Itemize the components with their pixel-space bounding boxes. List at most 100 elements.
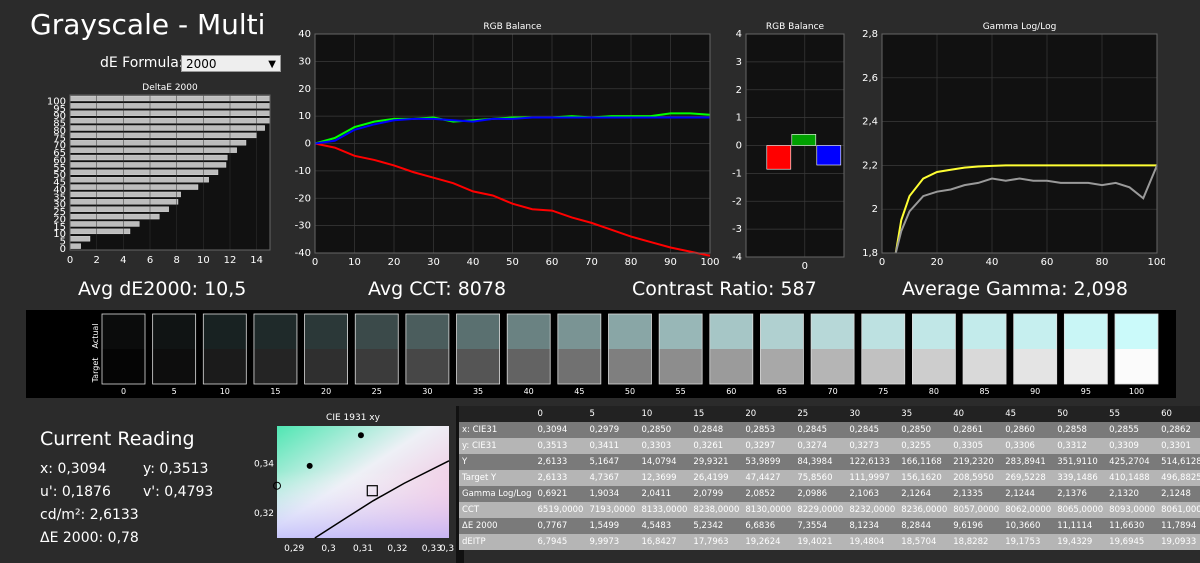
- y-tick-label: 2: [736, 85, 742, 96]
- table-row: CCT 6519,0000 7193,0000 8133,0000 8238,0000 8…: [459, 502, 1200, 518]
- target-patch: [912, 349, 956, 384]
- cie-chart: CIE 1931 xy0,29 0,3 0,31 0,32 0,330,30,340,3…: [254, 413, 454, 554]
- table-cell: 410,1488: [1106, 470, 1159, 486]
- chart-title: Gamma Log/Log: [983, 22, 1057, 32]
- chart-title: DeltaE 2000: [142, 83, 198, 93]
- de-formula-value: 2000: [186, 57, 217, 71]
- table-cell: 2,1335: [950, 486, 1003, 502]
- de-formula-select[interactable]: 2000 ▼: [181, 55, 281, 72]
- plot-frame: [314, 33, 711, 254]
- table-cell: 0,2858: [1054, 422, 1107, 438]
- y-tick-label: 60: [53, 155, 66, 166]
- patch-frame: [101, 313, 146, 385]
- table-row: Target Y 2,6133 4,7367 12,3699 26,4199 47,442…: [459, 470, 1200, 486]
- deltae-bar: [69, 110, 271, 116]
- patch-level-label: 10: [220, 387, 230, 396]
- actual-patch: [355, 314, 399, 349]
- table-header-cell: 35: [898, 406, 951, 422]
- target-patch: [203, 349, 247, 384]
- table-header-cell: 40: [950, 406, 1003, 422]
- x-tick-label: 30: [427, 257, 440, 268]
- table-row: ΔE 2000 0,7767 1,5499 4,5483 5,2342 6,6836 7,3…: [459, 518, 1200, 534]
- table-row-label: dEITP: [459, 534, 535, 550]
- table-cell: 11,6630: [1106, 518, 1159, 534]
- y-tick-label: 70: [53, 141, 66, 152]
- actual-patch: [253, 314, 297, 349]
- deltae-bar: [69, 199, 179, 205]
- y-tick-label: -10: [295, 166, 311, 177]
- table-cell: 11,1114: [1054, 518, 1107, 534]
- actual-patch: [608, 314, 652, 349]
- x-tick-label: 2: [93, 255, 99, 266]
- table-cell: 0,3094: [534, 422, 587, 438]
- deltae-bar: [69, 176, 209, 183]
- table-cell: 16,8427: [638, 534, 691, 550]
- patch-frame: [253, 313, 298, 385]
- table-cell: 0,2853: [742, 422, 795, 438]
- y-tick-label: 35: [53, 192, 66, 203]
- table-header-cell: 15: [690, 406, 743, 422]
- table-cell: 425,2704: [1106, 454, 1159, 470]
- actual-patch: [1064, 314, 1108, 349]
- plot-frame: [881, 33, 1158, 254]
- table-cell: 19,1753: [1002, 534, 1055, 550]
- table-cell: 0,3309: [1106, 438, 1159, 454]
- table-cell: 283,8941: [1002, 454, 1055, 470]
- x-tick-label: 20: [931, 257, 944, 268]
- table-cell: 8,1234: [846, 518, 899, 534]
- current-v: v': 0,4793: [143, 484, 214, 500]
- table-cell: 514,6128: [1158, 454, 1200, 470]
- table-cell: 8093,0000: [1106, 502, 1159, 518]
- patch-frame: [557, 313, 602, 385]
- table-cell: 0,3305: [950, 438, 1003, 454]
- x-tick-label: 12: [224, 255, 237, 266]
- actual-patch: [1013, 314, 1057, 349]
- actual-patch: [760, 314, 804, 349]
- table-header-cell: 10: [638, 406, 691, 422]
- chart-title: RGB Balance: [483, 22, 542, 32]
- table-cell: 17,7963: [690, 534, 743, 550]
- actual-patch: [152, 314, 196, 349]
- actual-patch: [557, 314, 601, 349]
- deltae-bar: [69, 184, 199, 190]
- patch-level-label: 100: [1129, 387, 1144, 396]
- table-cell: 351,9110: [1054, 454, 1107, 470]
- table-cell: 2,0852: [742, 486, 795, 502]
- table-cell: 8229,0000: [794, 502, 847, 518]
- table-cell: 8065,0000: [1054, 502, 1107, 518]
- x-tick-label: 14: [250, 255, 263, 266]
- table-cell: 19,4329: [1054, 534, 1107, 550]
- table-cell: 0,2845: [846, 422, 899, 438]
- current-x: x: 0,3094: [40, 461, 107, 477]
- table-row: x: CIE31 0,3094 0,2979 0,2850 0,2848 0,2853 0,…: [459, 422, 1200, 438]
- table-row-label: x: CIE31: [459, 422, 535, 438]
- patch-level-label: 0: [121, 387, 126, 396]
- patch-frame: [912, 313, 956, 385]
- patch-strip-svg: Actual Target 0 5 10 15 20 25 30 35 40 45 50 55 60 65 70…: [91, 313, 1159, 396]
- x-tick-label: 4: [120, 255, 126, 266]
- patch-frame: [608, 313, 652, 385]
- patch-frame: [456, 313, 500, 385]
- x-tick-label: 40: [986, 257, 999, 268]
- y-tick-label: 0: [60, 244, 66, 255]
- plot-frame: [69, 94, 271, 251]
- table-header-cell: [459, 406, 535, 422]
- table-cell: 269,5228: [1002, 470, 1055, 486]
- y-tick-label: 5: [60, 237, 66, 248]
- target-patch: [1064, 349, 1108, 384]
- avg-gamma-stat: Average Gamma: 2,098: [902, 278, 1128, 300]
- table-cell: 0,3273: [846, 438, 899, 454]
- table-cell: 0,6921: [534, 486, 587, 502]
- table-cell: 5,2342: [690, 518, 743, 534]
- y-tick-label: 0,34: [254, 459, 274, 469]
- patch-level-label: 75: [878, 387, 888, 396]
- y-tick-label: 0: [736, 141, 742, 152]
- patch-level-label: 35: [473, 387, 483, 396]
- table-cell: 156,1620: [898, 470, 951, 486]
- table-cell: 0,3297: [742, 438, 795, 454]
- actual-patch: [963, 314, 1007, 349]
- table-cell: 11,7894: [1158, 518, 1200, 534]
- y-tick-label: 90: [53, 111, 66, 122]
- table-cell: 53,9899: [742, 454, 795, 470]
